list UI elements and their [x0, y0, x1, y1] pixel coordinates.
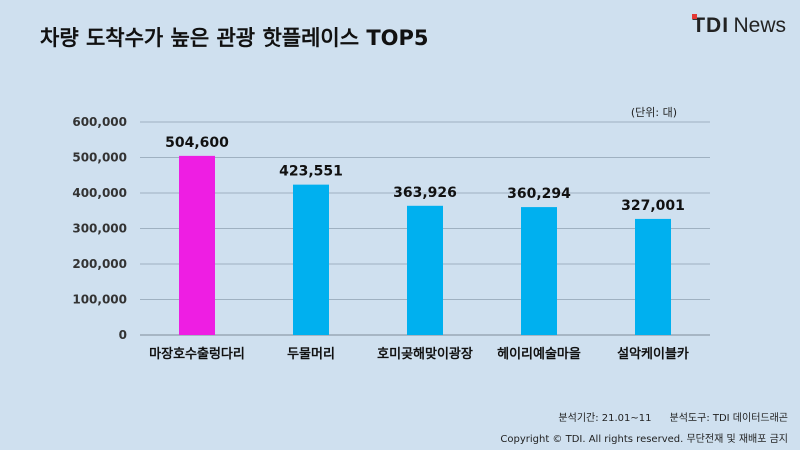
- footer-copyright: Copyright © TDI. All rights reserved. 무단…: [500, 434, 788, 445]
- footer-analysis-info: 분석기간: 21.01~11 분석도구: TDI 데이터드래곤: [540, 409, 788, 424]
- bar: [635, 218, 671, 335]
- bar: [407, 205, 443, 335]
- bar: [179, 155, 215, 335]
- x-tick-label: 설악케이블카: [617, 346, 689, 362]
- data-label: 327,001: [621, 198, 685, 214]
- x-tick-label: 마장호수출렁다리: [149, 346, 245, 362]
- x-axis: 마장호수출렁다리 두물머리 호미곶해맞이광장 헤이리예술마을 설악케이블카: [149, 346, 689, 362]
- analysis-tool: 분석도구: TDI 데이터드래곤: [669, 413, 788, 424]
- y-tick-label: 400,000: [72, 186, 127, 200]
- bars: 504,600 423,551 363,926 360,294 327,001: [165, 135, 685, 335]
- y-tick-label: 500,000: [72, 151, 127, 165]
- bar: [521, 207, 557, 335]
- unit-label: (단위: 대): [631, 106, 677, 119]
- chart-title: 차량 도착수가 높은 관광 핫플레이스 TOP5: [40, 26, 429, 50]
- tdi-news-logo: TDI News: [692, 14, 786, 38]
- y-tick-label: 0: [119, 328, 127, 342]
- x-tick-label: 헤이리예술마을: [497, 346, 581, 362]
- bar: [293, 184, 329, 335]
- data-label: 423,551: [279, 164, 343, 180]
- analysis-period: 분석기간: 21.01~11: [558, 413, 652, 424]
- y-axis: 0 100,000 200,000 300,000 400,000 500,000 600,…: [72, 115, 127, 342]
- logo-brand: TDI: [692, 14, 730, 37]
- y-tick-label: 300,000: [72, 222, 127, 236]
- y-tick-label: 600,000: [72, 115, 127, 129]
- y-tick-label: 100,000: [72, 293, 127, 307]
- data-label: 363,926: [393, 185, 457, 201]
- data-label: 360,294: [507, 186, 571, 202]
- x-tick-label: 호미곶해맞이광장: [377, 346, 473, 362]
- logo-suffix: News: [733, 14, 786, 37]
- logo-dot-icon: [692, 14, 698, 19]
- data-label: 504,600: [165, 135, 229, 151]
- x-tick-label: 두물머리: [287, 346, 335, 362]
- y-tick-label: 200,000: [72, 257, 127, 271]
